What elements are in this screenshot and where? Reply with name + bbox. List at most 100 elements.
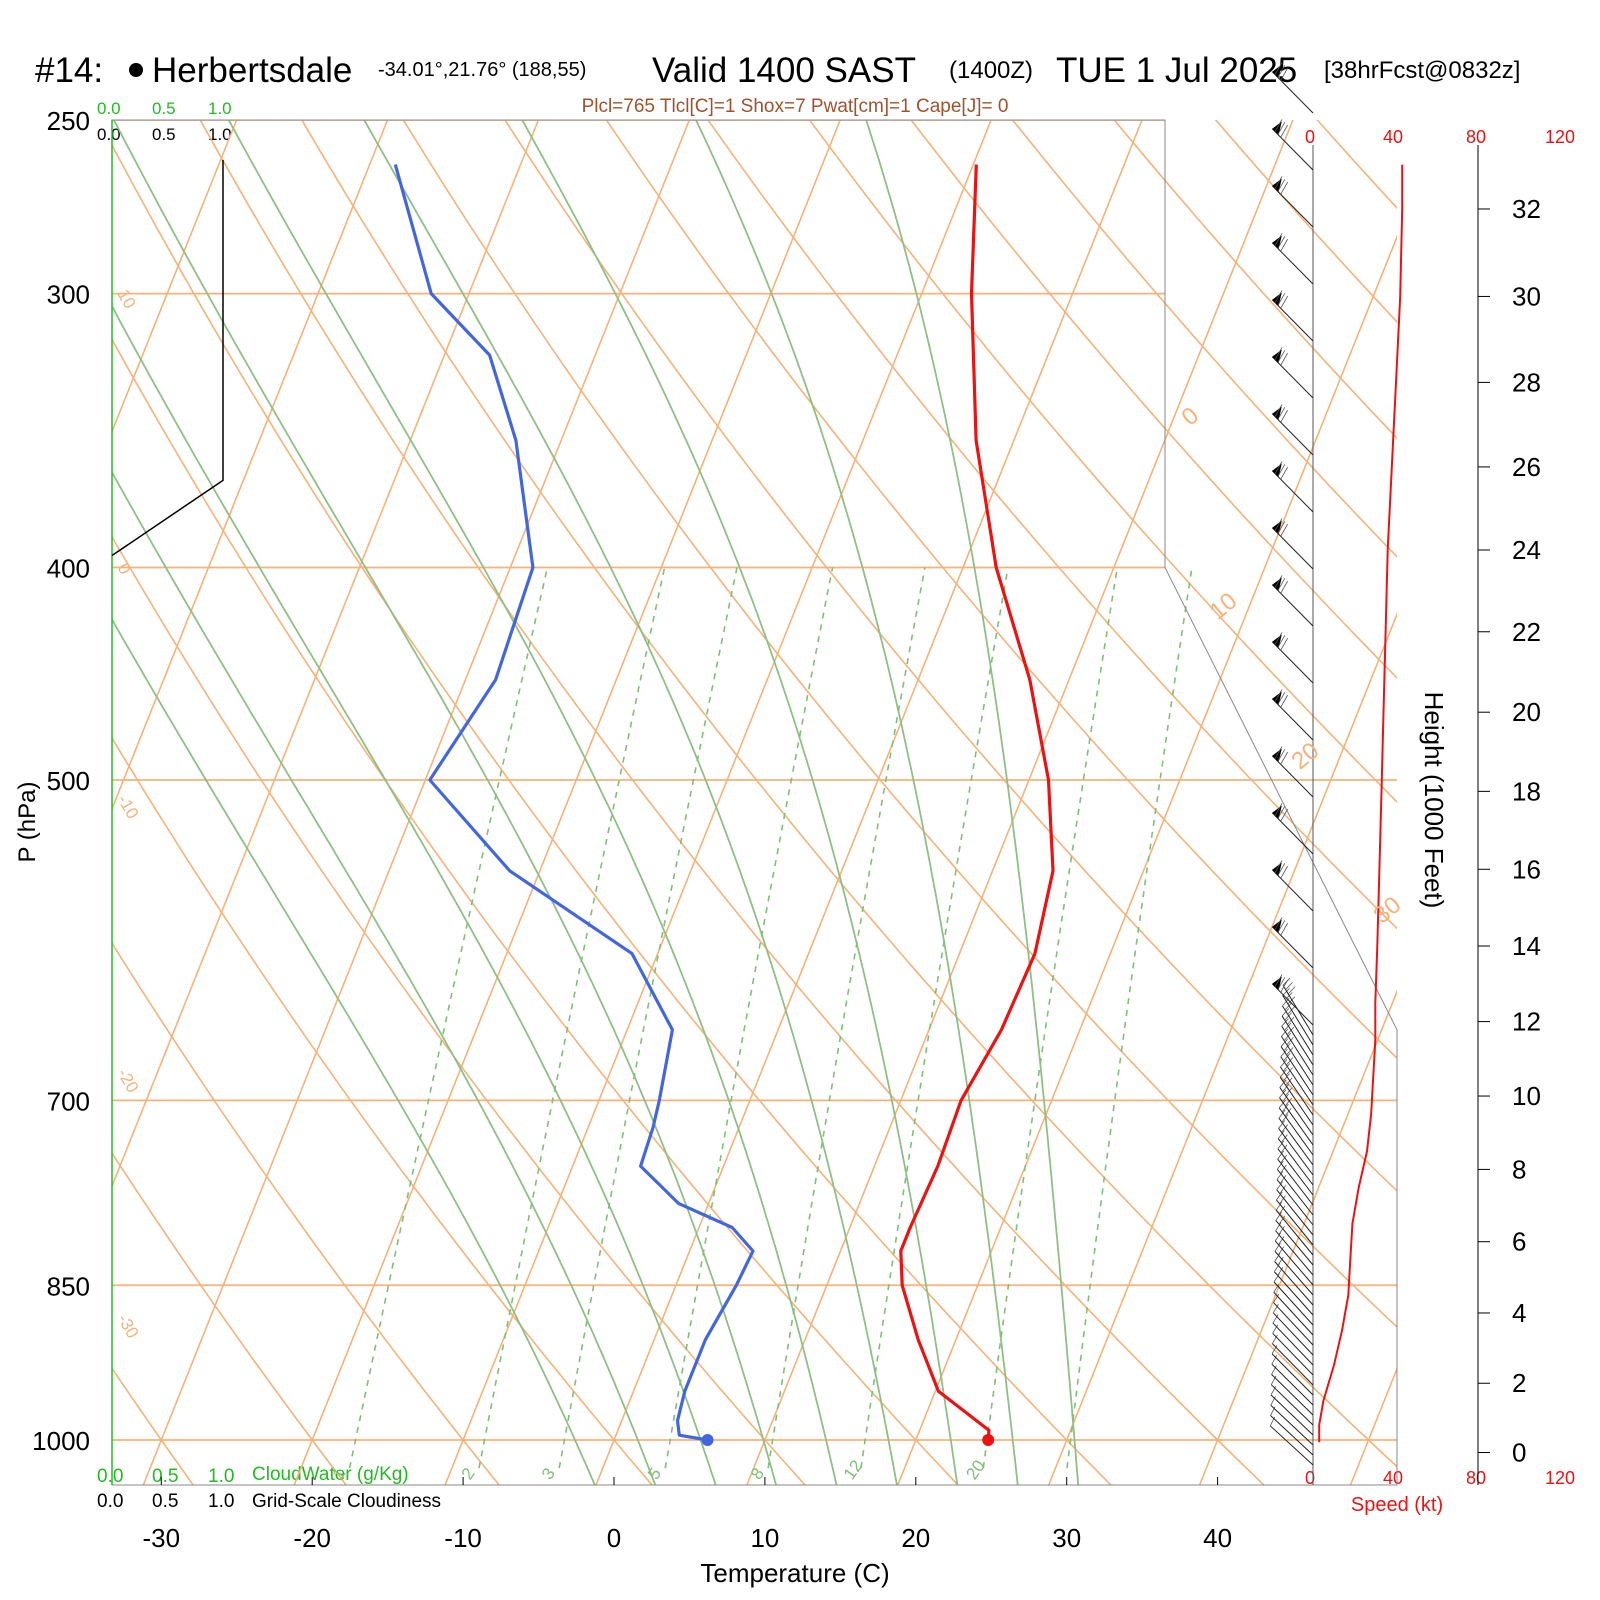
mixing-ratio-line <box>767 567 926 1469</box>
wind-barb-feather <box>1283 1042 1291 1052</box>
mixing-ratio-line <box>664 567 834 1469</box>
wind-barb-feather <box>1283 1053 1291 1062</box>
wind-barb-staff <box>1270 1415 1314 1456</box>
wind-barb-feather <box>1277 1160 1284 1170</box>
forecast-info: [38hrFcst@0832z] <box>1324 57 1520 84</box>
wind-barb-staff <box>1275 1209 1314 1256</box>
cloudiness-top-tick-1: 0.5 <box>152 125 176 144</box>
height-tick-label: 2 <box>1512 1368 1526 1398</box>
wind-barb-feather <box>1280 1059 1288 1068</box>
grid-layer: 1 2 3 5 8 12 20 <box>112 120 1397 1485</box>
station-number: #14: <box>35 51 103 90</box>
wind-barb-feather <box>1272 1304 1279 1314</box>
wind-barb-staff <box>1271 641 1314 684</box>
speed-bottom-tick-2: 80 <box>1466 1468 1486 1488</box>
wind-barb-staff <box>1271 185 1314 228</box>
height-tick-label: 18 <box>1512 776 1541 806</box>
wind-barb-feather <box>1277 977 1286 990</box>
wind-barb-feather <box>1282 1093 1290 1102</box>
wind-barb-feather <box>1284 1012 1292 1021</box>
wind-barb-feather <box>1277 350 1286 363</box>
isotherm-label-left: -20 <box>114 1065 143 1096</box>
wind-barb-staff <box>1271 1353 1314 1396</box>
wind-barb-feather <box>1277 806 1286 819</box>
height-tick-label: 4 <box>1512 1298 1526 1328</box>
valid-zulu: (1400Z) <box>949 57 1033 84</box>
wind-barb-feather <box>1280 580 1288 594</box>
wind-barb <box>1273 1263 1314 1316</box>
wind-barb-feather <box>1284 1097 1292 1107</box>
wind-barb-feather <box>1274 290 1283 303</box>
cloudiness-top-tick-0: 0.0 <box>97 125 121 144</box>
dry-adiabat <box>1011 120 1397 558</box>
wind-barb-feather <box>1274 917 1283 930</box>
wind-barb <box>1271 1355 1314 1406</box>
wind-barb-feather <box>1285 1087 1293 1096</box>
wind-barb-feather <box>1279 1195 1286 1205</box>
wind-barb <box>1281 1008 1314 1066</box>
wind-barb-feather <box>1272 1314 1279 1324</box>
dry-adiabat <box>112 535 807 1485</box>
wind-barb <box>1275 1201 1314 1256</box>
wind-barb-feather <box>1275 1201 1283 1211</box>
dry-adiabat <box>910 120 1397 680</box>
wind-barb <box>1271 1344 1314 1396</box>
wind-barb-staff <box>1274 1250 1314 1296</box>
wind-barb-feather <box>1279 1089 1287 1098</box>
wind-barb-feather <box>1280 466 1288 480</box>
wind-barb <box>1276 1160 1314 1216</box>
pressure-tick-label: 400 <box>47 554 90 584</box>
wind-barb-staff <box>1272 1312 1314 1356</box>
wind-barb-feather <box>1280 637 1288 651</box>
wind-barb-staff <box>1273 1271 1314 1316</box>
isotherm-line <box>896 234 1397 1485</box>
isotherm-line <box>293 120 841 1485</box>
wind-barb-staff <box>1271 71 1314 114</box>
isotherm-label-right: 20 <box>1287 737 1325 775</box>
y-axis-title: P (hPa) <box>14 782 41 863</box>
wind-barb-feather <box>1280 1164 1287 1174</box>
pressure-tick-label: 300 <box>47 280 90 310</box>
wind-barb-feather <box>1277 293 1286 306</box>
wind-barb-staff <box>1269 1425 1314 1466</box>
speed-top-tick-1: 40 <box>1383 127 1403 147</box>
wind-barb <box>1281 1018 1314 1076</box>
wind-barb <box>1271 518 1314 570</box>
wind-barb-feather <box>1276 1181 1283 1190</box>
wind-barb-feather <box>1282 1083 1290 1092</box>
wind-barb-staff <box>1270 1384 1314 1426</box>
wind-barb-feather <box>1280 694 1288 708</box>
wind-barb-feather <box>1284 1022 1292 1031</box>
wind-barb-feather <box>1274 233 1283 246</box>
speed-top-tick-3: 120 <box>1545 127 1575 147</box>
wind-barb-feather <box>1279 1175 1287 1184</box>
wind-barb-staff <box>1273 1291 1314 1336</box>
x-tick-label: -20 <box>293 1523 331 1553</box>
wind-barb-feather <box>1280 922 1288 936</box>
wind-barb <box>1277 1140 1314 1196</box>
x-axis-title: Temperature (C) <box>700 1558 889 1588</box>
wind-barb-feather <box>1283 1032 1292 1041</box>
wind-barb-staff <box>1273 1302 1314 1346</box>
wind-barb-feather <box>1281 1018 1289 1027</box>
wind-barb-feather <box>1274 461 1283 474</box>
cloudiness-tick-1: 0.5 <box>152 1491 178 1512</box>
wind-barb-feather <box>1280 865 1288 879</box>
wind-barb <box>1274 1232 1314 1286</box>
wind-barb <box>1272 1314 1314 1366</box>
station-coords: -34.01°,21.76° (188,55) <box>378 59 586 81</box>
wind-barb-feather <box>1278 1236 1285 1246</box>
speed-top-tick-2: 80 <box>1466 127 1486 147</box>
pressure-tick-label: 500 <box>47 766 90 796</box>
wind-barb <box>1271 689 1314 741</box>
cloud-panel-top-labels: 0.0 0.5 1.0 0.0 0.5 1.0 <box>97 99 232 144</box>
wind-barb <box>1276 1191 1314 1246</box>
wind-barb <box>1271 461 1314 513</box>
speed-bottom-tick-1: 40 <box>1383 1468 1403 1488</box>
wind-barb-feather <box>1277 1130 1285 1139</box>
wind-barb <box>1271 575 1314 627</box>
isotherm-label-right: 10 <box>1205 588 1243 626</box>
dry-adiabat <box>808 120 1397 804</box>
wind-barb <box>1279 1069 1314 1126</box>
wind-barb-feather <box>1277 1256 1284 1266</box>
